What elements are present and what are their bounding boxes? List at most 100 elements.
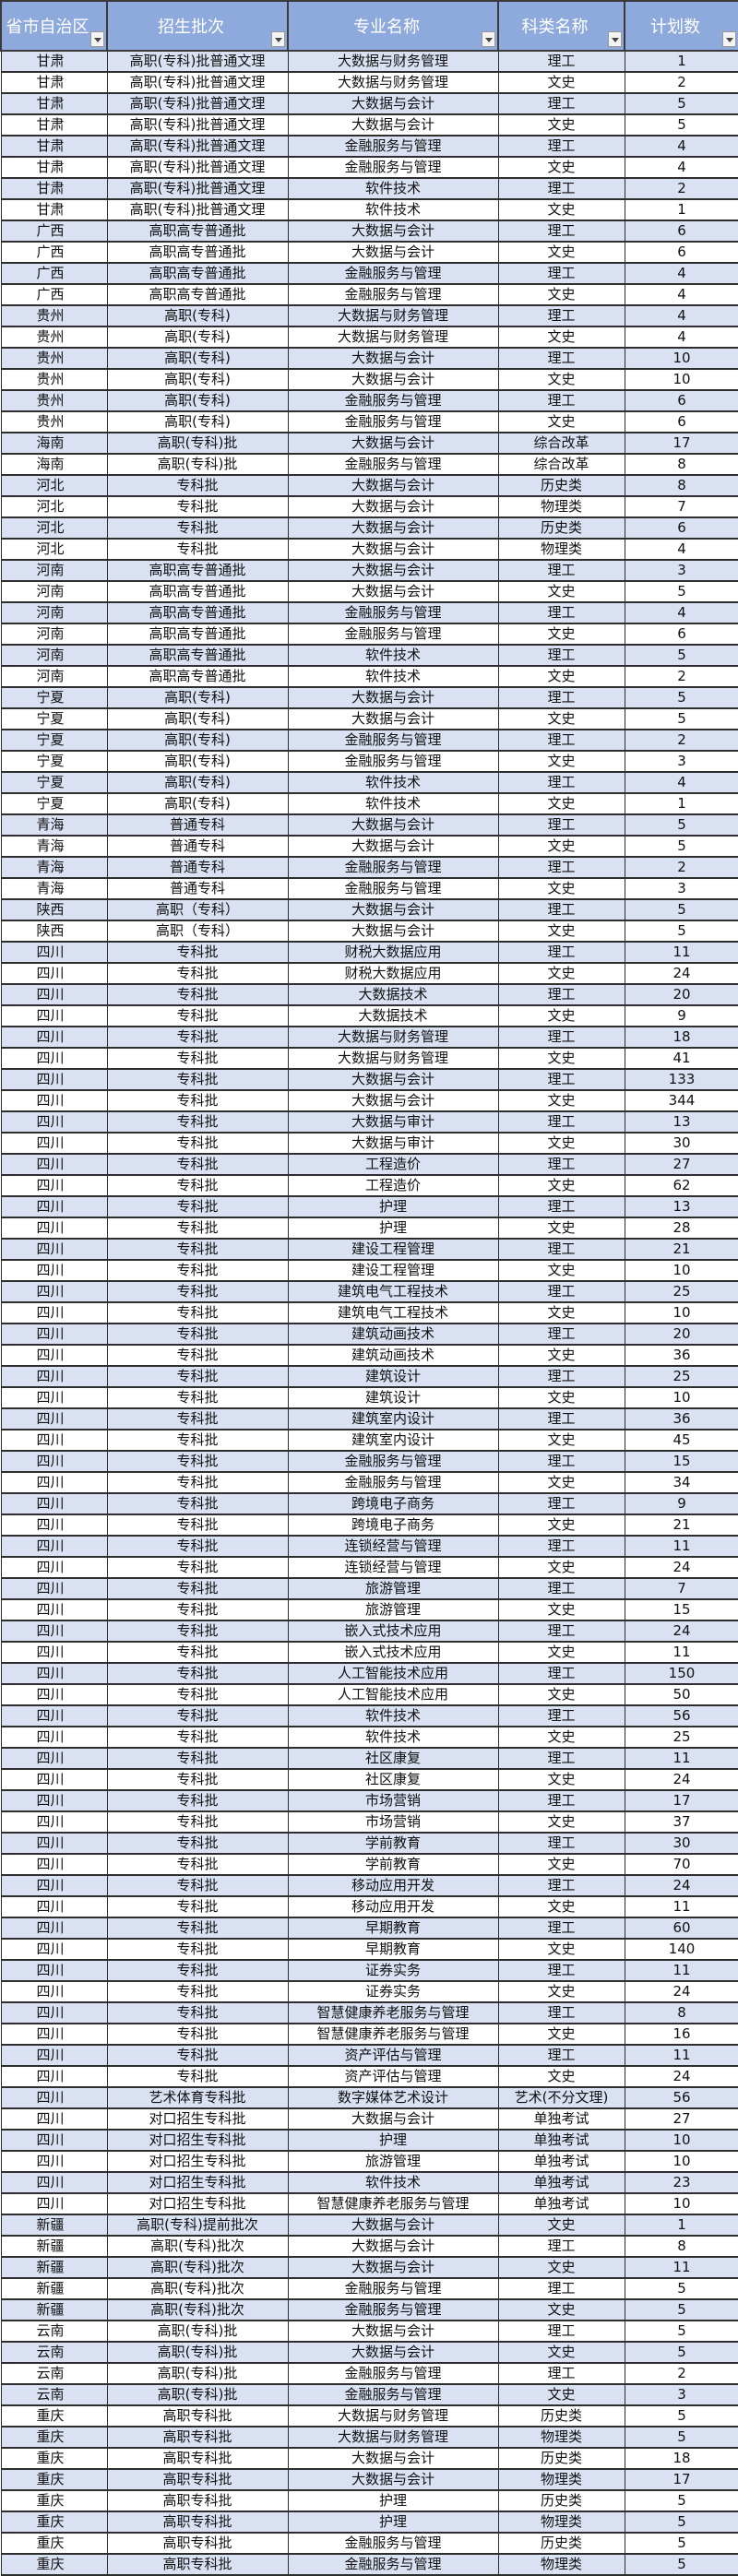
major-cell[interactable]: 社区康复	[287, 1768, 499, 1791]
category-cell[interactable]: 文史	[497, 1132, 625, 1155]
batch-cell[interactable]: 高职专科批	[106, 2532, 289, 2555]
province-cell[interactable]: 贵州	[0, 347, 108, 370]
batch-cell[interactable]: 高职高专普通批	[106, 241, 289, 264]
major-cell[interactable]: 建筑动画技术	[287, 1323, 499, 1346]
province-cell[interactable]: 重庆	[0, 2426, 108, 2449]
category-cell[interactable]: 理工	[497, 729, 625, 752]
major-cell[interactable]: 嵌入式技术应用	[287, 1641, 499, 1664]
plan-count-cell[interactable]: 56	[624, 1704, 738, 1727]
plan-count-cell[interactable]: 3	[624, 877, 738, 900]
category-cell[interactable]: 文史	[497, 1810, 625, 1834]
batch-cell[interactable]: 普通专科	[106, 813, 289, 837]
category-cell[interactable]: 历史类	[497, 2532, 625, 2555]
plan-count-cell[interactable]: 5	[624, 580, 738, 603]
category-cell[interactable]: 物理类	[497, 2511, 625, 2534]
major-cell[interactable]: 软件技术	[287, 198, 499, 221]
category-cell[interactable]: 理工	[497, 771, 625, 794]
category-cell[interactable]: 理工	[497, 1917, 625, 1940]
plan-count-cell[interactable]: 4	[624, 135, 738, 158]
province-cell[interactable]: 青海	[0, 835, 108, 858]
plan-count-cell[interactable]: 24	[624, 1556, 738, 1579]
province-cell[interactable]: 四川	[0, 1004, 108, 1027]
category-cell[interactable]: 文史	[497, 198, 625, 221]
category-cell[interactable]: 文史	[497, 1938, 625, 1961]
major-cell[interactable]: 金融服务与管理	[287, 1450, 499, 1473]
plan-count-cell[interactable]: 10	[624, 368, 738, 391]
batch-cell[interactable]: 专科批	[106, 1556, 289, 1579]
province-cell[interactable]: 四川	[0, 2044, 108, 2067]
major-cell[interactable]: 智慧健康养老服务与管理	[287, 2192, 499, 2215]
plan-count-cell[interactable]: 11	[624, 2044, 738, 2067]
batch-cell[interactable]: 高职高专普通批	[106, 220, 289, 243]
plan-count-cell[interactable]: 4	[624, 156, 738, 179]
batch-cell[interactable]: 专科批	[106, 1980, 289, 2003]
major-cell[interactable]: 金融服务与管理	[287, 453, 499, 476]
plan-count-cell[interactable]: 4	[624, 326, 738, 349]
plan-count-cell[interactable]: 8	[624, 2001, 738, 2024]
batch-cell[interactable]: 专科批	[106, 1768, 289, 1791]
batch-cell[interactable]: 专科批	[106, 1004, 289, 1027]
category-cell[interactable]: 文史	[497, 2256, 625, 2279]
major-cell[interactable]: 建筑设计	[287, 1365, 499, 1388]
plan-count-cell[interactable]: 9	[624, 1492, 738, 1515]
batch-cell[interactable]: 高职（专科）	[106, 920, 289, 943]
province-cell[interactable]: 河南	[0, 623, 108, 646]
major-cell[interactable]: 智慧健康养老服务与管理	[287, 2023, 499, 2046]
plan-count-cell[interactable]: 5	[624, 2277, 738, 2300]
batch-cell[interactable]: 专科批	[106, 962, 289, 985]
province-cell[interactable]: 四川	[0, 1301, 108, 1324]
major-cell[interactable]: 建筑电气工程技术	[287, 1301, 499, 1324]
category-cell[interactable]: 理工	[497, 2277, 625, 2300]
province-cell[interactable]: 四川	[0, 1895, 108, 1918]
province-cell[interactable]: 云南	[0, 2320, 108, 2343]
batch-cell[interactable]: 专科批	[106, 1874, 289, 1897]
major-cell[interactable]: 工程造价	[287, 1174, 499, 1197]
province-cell[interactable]: 四川	[0, 1535, 108, 1558]
major-cell[interactable]: 市场营销	[287, 1810, 499, 1834]
plan-count-cell[interactable]: 27	[624, 1153, 738, 1176]
category-cell[interactable]: 文史	[497, 1174, 625, 1197]
plan-count-cell[interactable]: 24	[624, 1620, 738, 1643]
plan-count-cell[interactable]: 17	[624, 2468, 738, 2491]
batch-cell[interactable]: 普通专科	[106, 877, 289, 900]
batch-cell[interactable]: 高职专科批	[106, 2426, 289, 2449]
plan-count-cell[interactable]: 50	[624, 1683, 738, 1706]
category-cell[interactable]: 理工	[497, 1450, 625, 1473]
batch-cell[interactable]: 专科批	[106, 2065, 289, 2088]
province-cell[interactable]: 甘肃	[0, 156, 108, 179]
major-cell[interactable]: 连锁经营与管理	[287, 1535, 499, 1558]
major-cell[interactable]: 大数据与会计	[287, 2341, 499, 2364]
province-cell[interactable]: 河北	[0, 516, 108, 540]
category-cell[interactable]: 理工	[497, 1832, 625, 1855]
province-cell[interactable]: 四川	[0, 2065, 108, 2088]
batch-cell[interactable]: 高职(专科)批	[106, 2320, 289, 2343]
category-cell[interactable]: 单独考试	[497, 2107, 625, 2131]
category-cell[interactable]: 文史	[497, 2023, 625, 2046]
category-cell[interactable]: 理工	[497, 644, 625, 667]
batch-cell[interactable]: 高职(专科)	[106, 707, 289, 730]
batch-cell[interactable]: 高职(专科)	[106, 410, 289, 433]
batch-cell[interactable]: 高职(专科)批普通文理	[106, 92, 289, 115]
major-cell[interactable]: 软件技术	[287, 792, 499, 815]
plan-count-cell[interactable]: 4	[624, 262, 738, 285]
batch-cell[interactable]: 高职高专普通批	[106, 623, 289, 646]
major-cell[interactable]: 软件技术	[287, 665, 499, 688]
province-cell[interactable]: 四川	[0, 1768, 108, 1791]
plan-count-cell[interactable]: 45	[624, 1429, 738, 1452]
province-cell[interactable]: 宁夏	[0, 686, 108, 709]
province-cell[interactable]: 贵州	[0, 368, 108, 391]
province-cell[interactable]: 甘肃	[0, 135, 108, 158]
major-cell[interactable]: 大数据与会计	[287, 2235, 499, 2258]
province-cell[interactable]: 广西	[0, 262, 108, 285]
province-cell[interactable]: 四川	[0, 2023, 108, 2046]
plan-count-cell[interactable]: 5	[624, 707, 738, 730]
category-cell[interactable]: 文史	[497, 1301, 625, 1324]
plan-count-cell[interactable]: 7	[624, 495, 738, 518]
batch-cell[interactable]: 专科批	[106, 1514, 289, 1537]
category-cell[interactable]: 文史	[497, 2341, 625, 2364]
plan-count-cell[interactable]: 1	[624, 50, 738, 73]
province-cell[interactable]: 四川	[0, 1959, 108, 1982]
category-cell[interactable]: 文史	[497, 1217, 625, 1240]
batch-cell[interactable]: 专科批	[106, 1344, 289, 1367]
province-cell[interactable]: 四川	[0, 1089, 108, 1112]
